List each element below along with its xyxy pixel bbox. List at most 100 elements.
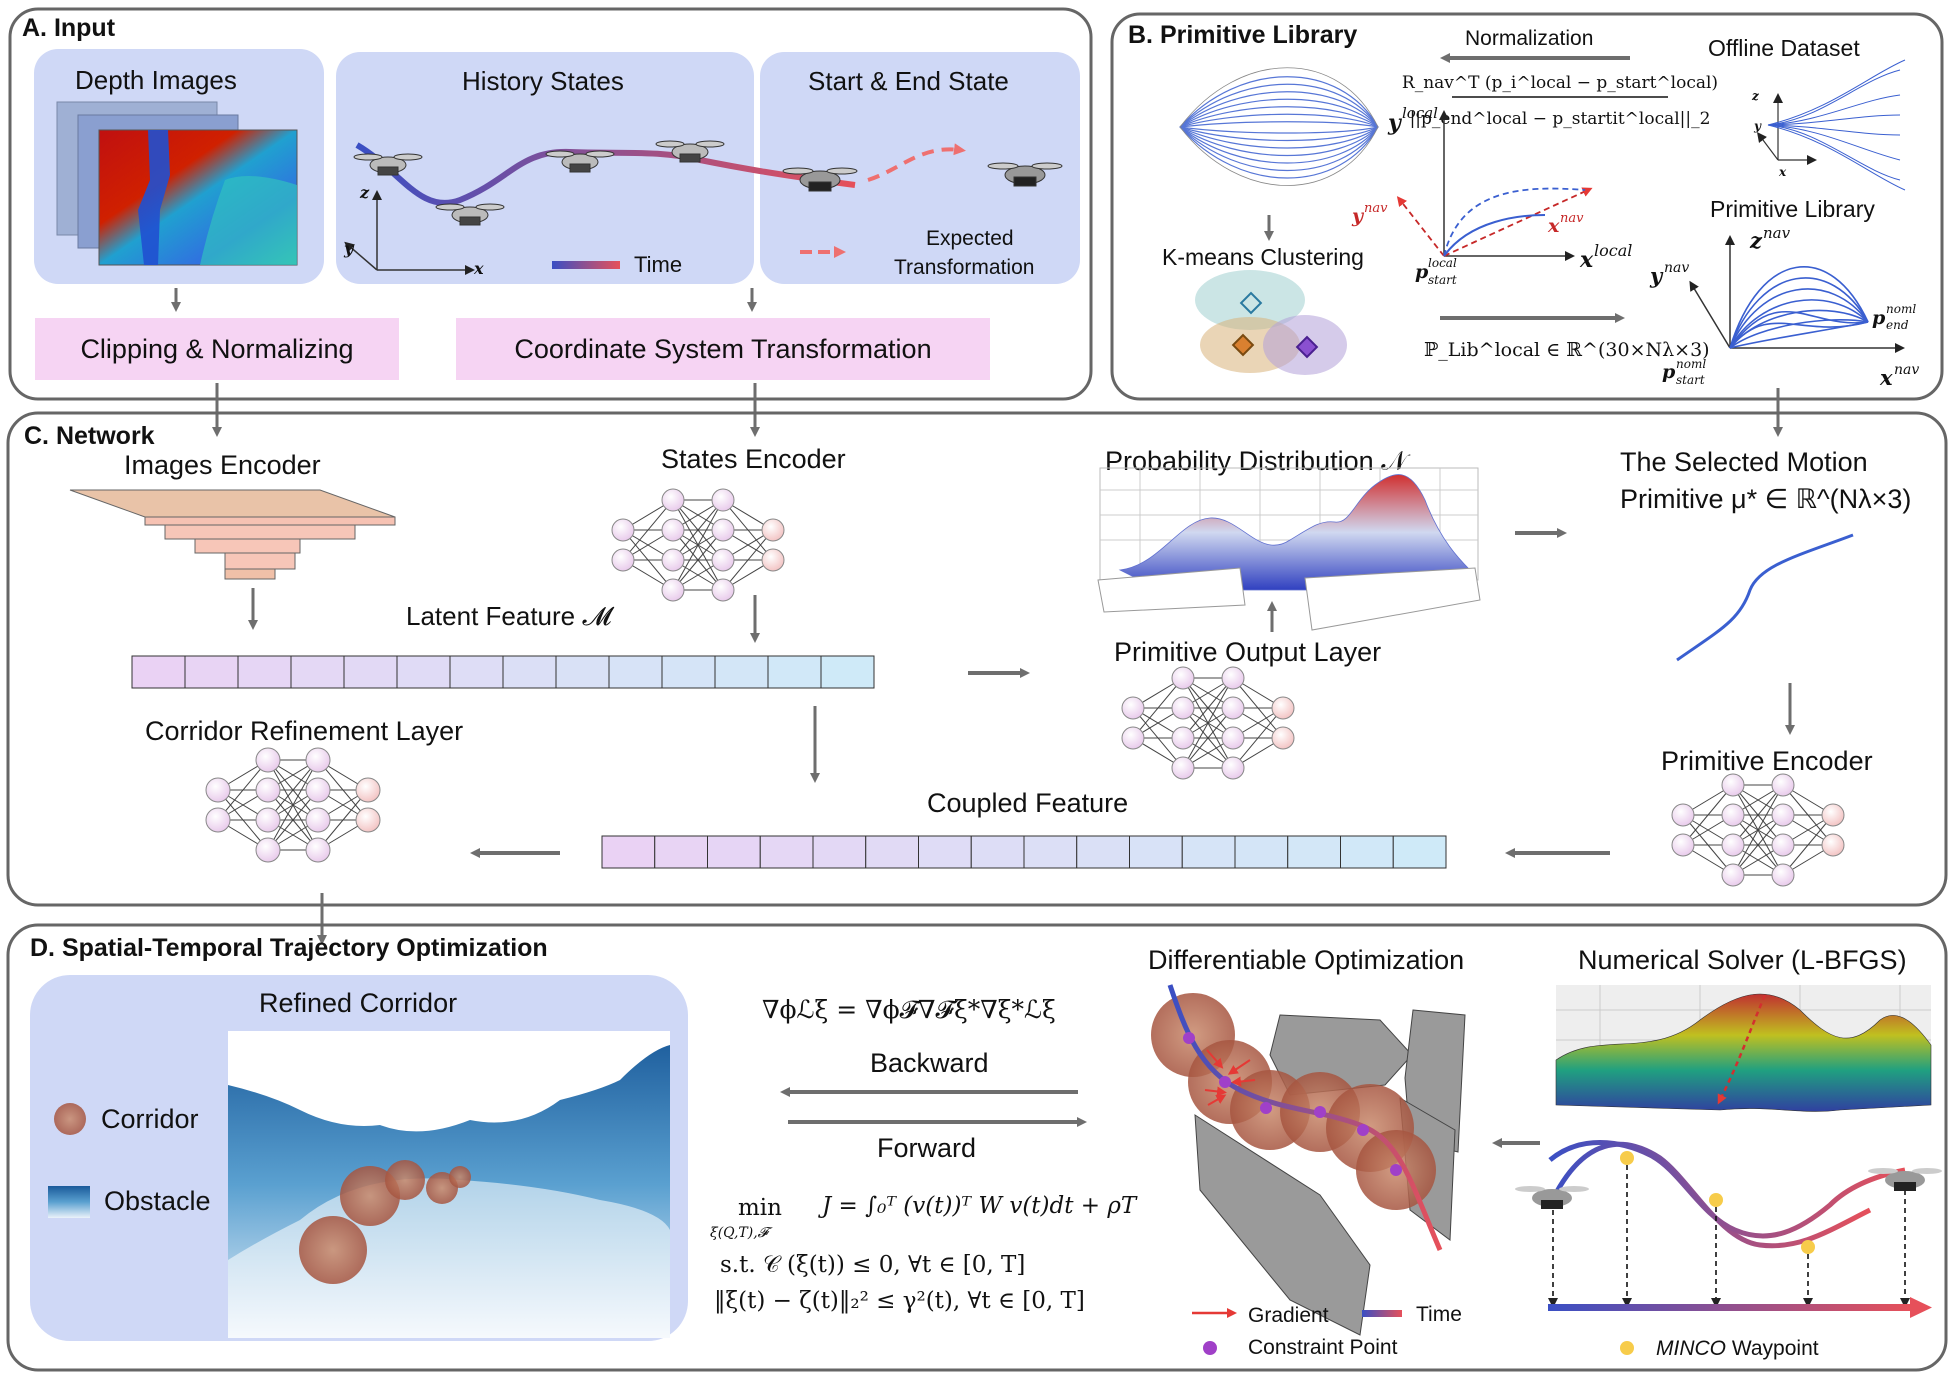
net-node (761, 518, 785, 542)
y-nav2-label: y (1649, 263, 1664, 288)
local-dashed-primitive (1443, 187, 1586, 257)
minco-legend-icon (1620, 1341, 1634, 1355)
feature-cell (661, 655, 716, 689)
net-node (1821, 833, 1845, 857)
net-node (1721, 833, 1745, 857)
solver-label: Numerical Solver (L-BFGS) (1578, 945, 1907, 975)
section-b-title: B. Primitive Library (1128, 21, 1357, 49)
net-node (255, 747, 281, 773)
net-edge (672, 529, 724, 591)
primitive-library-plot (1689, 235, 1905, 353)
kmeans-cluster-image (1195, 270, 1347, 375)
net-node (661, 488, 685, 512)
x-local-sup: local (1594, 241, 1632, 260)
selected-primitive-line2: Primitive μ* ∈ ℝ^(Nλ×3) (1620, 484, 1911, 514)
dataset-axis-y: y (1753, 119, 1762, 133)
feature-cell (707, 835, 761, 869)
net-edge (672, 499, 724, 561)
feature-cell (131, 655, 186, 689)
z-nav-sup: nav (1763, 224, 1791, 242)
net-edge (1732, 784, 1784, 846)
feature-cell (767, 655, 822, 689)
forward-label: Forward (877, 1133, 976, 1163)
start-end-panel (760, 52, 1080, 284)
history-states-label: History States (462, 66, 624, 96)
net-node (1721, 803, 1745, 827)
nav-axes-red (1396, 187, 1593, 257)
clipping-label: Clipping & Normalizing (80, 334, 353, 364)
minco-legend-label: MINCO Waypoint (1656, 1337, 1819, 1360)
history-axes (344, 190, 475, 275)
feature-cell (608, 655, 663, 689)
net-node (1221, 756, 1245, 780)
p-end-noml: p (1872, 307, 1886, 329)
raw-trajectory-bundle (1179, 76, 1379, 179)
p-start-noml-sup: noml (1676, 357, 1706, 371)
gradient-legend-label: Gradient (1248, 1304, 1329, 1327)
net-node (1171, 696, 1195, 720)
history-states-panel (336, 52, 754, 284)
feature-cell (396, 655, 451, 689)
net-edge (267, 759, 319, 821)
expected-label-2: Transformation (894, 256, 1034, 279)
net-edge (1132, 677, 1184, 739)
p-start-local: p (1415, 261, 1429, 283)
net-node (1721, 773, 1745, 797)
y-local-label: y (1387, 110, 1403, 136)
coord-transform-label: Coordinate System Transformation (514, 334, 931, 364)
net-node (711, 488, 735, 512)
net-node (1771, 833, 1795, 857)
refined-corridor-image (228, 1031, 670, 1338)
corridor-refinement-label: Corridor Refinement Layer (145, 716, 463, 746)
axis-x-label: x (473, 259, 484, 278)
refined-corridor-label: Refined Corridor (259, 988, 457, 1018)
feature-cell (1076, 835, 1130, 869)
net-edge (1732, 814, 1784, 876)
net-edge (722, 529, 774, 591)
feature-cell (970, 835, 1025, 869)
p-end-noml-sup: noml (1886, 302, 1916, 316)
feature-cell (1234, 835, 1289, 869)
net-node (1171, 726, 1195, 750)
images-encoder-label: Images Encoder (124, 450, 321, 480)
feature-cell (1392, 835, 1447, 869)
z-nav-label: z (1749, 228, 1763, 253)
net-node (1271, 696, 1295, 720)
net-node (205, 777, 231, 803)
primitive-encoder-label: Primitive Encoder (1661, 746, 1873, 776)
net-node (661, 578, 685, 602)
feature-cell (820, 655, 875, 689)
feature-cell (1129, 835, 1183, 869)
y-nav-sup: nav (1364, 201, 1388, 216)
states-encoder-label: States Encoder (661, 444, 846, 474)
feature-cell (1340, 835, 1394, 869)
p-start-noml-sub: start (1676, 373, 1705, 387)
primitive-library-label: Primitive Library (1710, 196, 1875, 222)
dataset-axis-z: z (1751, 89, 1760, 103)
net-node (355, 777, 381, 803)
objective-main: J = ∫₀ᵀ (v(t))ᵀ W v(t)dt + ρT (818, 1193, 1138, 1219)
feature-cell (184, 655, 239, 689)
depth-images-label: Depth Images (75, 65, 237, 95)
selected-primitive-curve (1676, 533, 1854, 662)
net-node (711, 578, 735, 602)
net-node (611, 548, 635, 572)
net-node (305, 777, 331, 803)
latent-feature-label: Latent Feature 𝓜 (406, 601, 614, 631)
net-node (255, 777, 281, 803)
gradient-formula: ∇ϕℒξ = ∇ϕ𝓕∇𝓕ξ*∇ξ*ℒξ (762, 995, 1056, 1024)
net-edge (1232, 707, 1284, 769)
net-node (305, 837, 331, 863)
section-d-optimization: D. Spatial-Temporal Trajectory Optimizat… (6, 923, 1948, 1372)
net-node (255, 807, 281, 833)
constraint-point-legend-icon (1203, 1341, 1217, 1355)
net-node (1121, 696, 1145, 720)
net-node (1171, 666, 1195, 690)
depth-image-stack (56, 101, 298, 266)
section-a-title: A. Input (22, 14, 116, 42)
diff-opt-label: Differentiable Optimization (1148, 945, 1464, 975)
net-node (305, 807, 331, 833)
drone-icons (353, 140, 1063, 226)
primitive-output-label: Primitive Output Layer (1114, 637, 1381, 667)
net-edge (1182, 707, 1234, 769)
